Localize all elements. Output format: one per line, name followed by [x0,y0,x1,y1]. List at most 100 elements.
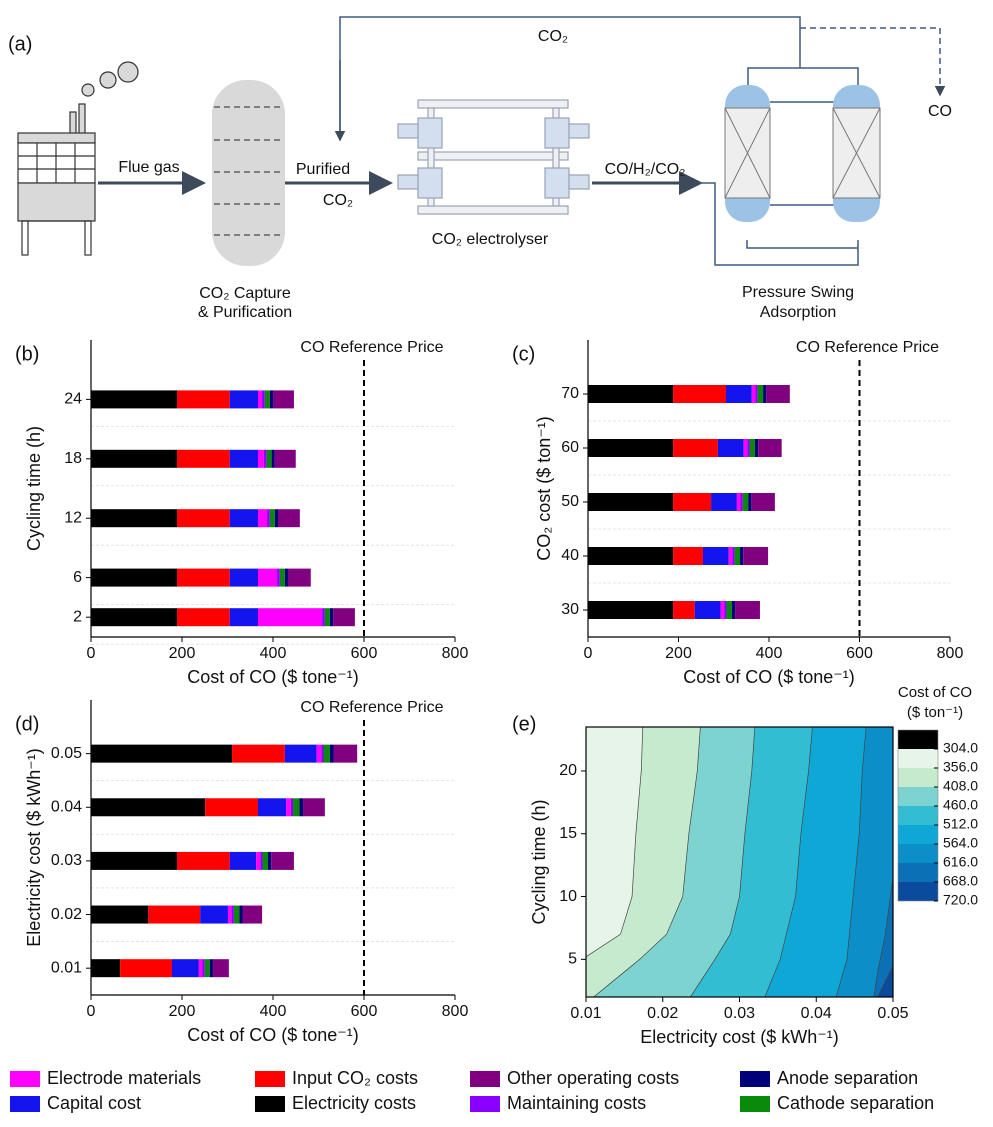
bar-segment [176,509,230,528]
bar-segment [751,493,775,511]
bar-segment [711,493,737,511]
bar-segment [588,547,674,565]
bar-segment [588,385,674,403]
y-axis-label: CO₂ cost ($ ton⁻¹) [534,416,554,561]
bar-segment [588,601,674,619]
y-tick-label: 2 [73,608,82,625]
contour-line [873,877,894,998]
contour-region [873,727,893,997]
contour-line [764,726,813,998]
colorbar-label: 512.0 [943,816,978,832]
bar-segment [148,905,201,924]
bar-segment [673,439,718,457]
bar-segment [91,509,177,528]
bar-segment [324,608,330,627]
bar-segment [256,851,261,870]
panel-label: (a) [8,33,32,55]
bar-segment [269,390,273,409]
x-tick-label: 200 [169,645,196,662]
bar-segment [726,385,752,403]
bar-segment [757,385,764,403]
x-axis-label: Cost of CO ($ tone⁻¹) [187,1025,359,1045]
contour-region [836,727,893,997]
bar-segment [171,959,199,978]
flow-label: CO [928,103,952,120]
bar-segment [257,449,264,468]
unit-label: CO₂ Capture [199,285,291,302]
legend-label: Electricity costs [292,1093,416,1113]
bar-segment [271,851,294,870]
bar-segment [260,851,263,870]
bar-segment [229,509,258,528]
bar-segment [91,851,177,870]
bar-segment [736,493,741,511]
bar-segment [747,439,750,457]
x-tick-label: 0 [87,1003,96,1020]
bar-segment [200,905,228,924]
bar-segment [120,959,172,978]
x-tick-label: 800 [937,645,964,662]
legend-label: Maintaining costs [507,1093,646,1113]
colorbar-label: 564.0 [943,835,978,851]
bar-segment [212,959,229,978]
bar-segment [749,439,755,457]
reference-label: CO Reference Price [300,699,443,716]
y-tick-label: 60 [561,439,579,456]
flow-label: Flue gas [118,159,179,176]
bar-segment [239,905,243,924]
legend-swatch [10,1096,40,1112]
bar-segment [751,385,756,403]
x-tick-label: 0.04 [801,1005,832,1022]
flow-label: Purified [296,161,350,178]
colorbar-swatch [898,844,938,863]
bar-segment [694,601,721,619]
bar-segment [732,547,735,565]
bar-segment [204,959,210,978]
bar-segment [673,547,703,565]
bar-segment [229,851,257,870]
bar-segment [176,390,230,409]
x-axis-label: Cost of CO ($ tone⁻¹) [683,667,855,687]
y-tick-label: 15 [559,825,577,842]
factory-icon [17,61,139,256]
colorbar-swatch [898,768,938,787]
process-diagram: (a) Flue gas CO₂ Capture & Purification … [8,16,952,321]
flow-label: CO₂ [538,28,568,45]
y-tick-label: 50 [561,493,579,510]
x-tick-label: 800 [442,1003,469,1020]
bar-segment [229,449,258,468]
colorbar-swatch [898,806,938,825]
bar-segment [229,390,258,409]
bar-segment [205,798,258,817]
legend-label: Capital cost [47,1093,141,1113]
bar-segment [274,509,279,528]
bar-segment [233,905,240,924]
legend-label: Input CO₂ costs [292,1068,418,1088]
column-trays [214,106,283,236]
bar-segment [290,798,294,817]
bar-segment [267,509,270,528]
bar-segment [274,449,296,468]
x-tick-label: 400 [260,1003,287,1020]
y-tick-label: 40 [561,547,579,564]
bar-segment [91,608,177,627]
bar-segment [284,744,317,763]
bar-segment [329,608,334,627]
x-tick-label: 0 [87,645,96,662]
bar-segment [728,547,733,565]
bar-segment [333,608,355,627]
x-axis-label: Electricity cost ($ kWh⁻¹) [640,1027,839,1047]
x-tick-label: 200 [665,645,692,662]
bar-segment [763,385,767,403]
bar-segment [333,744,358,763]
x-tick-label: 600 [351,645,378,662]
bar-segment [278,509,300,528]
bar-segment [303,798,325,817]
legend-swatch [470,1096,500,1112]
y-axis-label: Cycling time (h) [529,799,549,924]
bar-segment [257,390,263,409]
colorbar-swatch [898,863,938,882]
x-axis-label: Cost of CO ($ tone⁻¹) [187,667,359,687]
bar-segment [266,449,272,468]
